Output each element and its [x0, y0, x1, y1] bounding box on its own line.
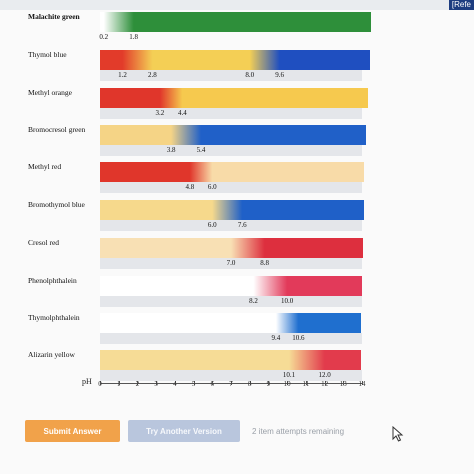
transition-value: 3.8 — [166, 146, 176, 154]
ph-tick-label: 4 — [173, 380, 177, 388]
indicator-name: Phenolphthalein — [28, 276, 77, 285]
indicator-color-bar — [100, 238, 363, 258]
ph-tick-mark — [137, 381, 139, 385]
ph-tick-mark — [118, 381, 120, 385]
ph-tick-label: 12 — [321, 380, 329, 388]
try-another-version-button[interactable]: Try Another Version — [128, 420, 240, 442]
value-band — [100, 258, 362, 269]
indicator-name: Cresol red — [28, 238, 60, 247]
transition-value: 9.4 — [271, 334, 281, 342]
indicator-name: Bromothymol blue — [28, 200, 85, 209]
indicator-color-bar — [100, 125, 366, 145]
ph-tick-mark — [193, 381, 195, 385]
top-bar: [Refe — [0, 0, 474, 10]
mouse-cursor-icon — [392, 426, 404, 442]
ph-tick-mark — [324, 381, 326, 385]
transition-value: 12.0 — [318, 371, 331, 379]
ph-axis-label: pH — [82, 377, 92, 386]
transition-value: 10.6 — [292, 334, 305, 342]
indicator-color-bar — [100, 276, 362, 296]
ph-tick-mark — [343, 381, 345, 385]
ph-tick-mark — [362, 381, 363, 385]
ph-tick-label: 5 — [191, 380, 196, 388]
ph-tick-mark — [305, 381, 307, 385]
ph-tick-label: 7 — [229, 380, 233, 388]
transition-value: 6.0 — [207, 221, 217, 229]
transition-value: 8.2 — [249, 297, 258, 305]
ph-tick-mark — [100, 381, 101, 385]
value-band — [100, 333, 362, 344]
ph-tick-label: 14 — [358, 380, 366, 388]
attempts-remaining-text: 2 item attempts remaining — [252, 427, 345, 436]
indicator-name: Thymolphthalein — [28, 313, 80, 322]
indicator-name: Methyl red — [28, 162, 62, 171]
transition-value: 4.4 — [177, 109, 187, 117]
transition-value: 0.2 — [99, 33, 109, 41]
transition-value: 9.6 — [275, 71, 285, 79]
transition-value: 10.1 — [282, 371, 296, 379]
value-band — [100, 370, 362, 381]
indicator-color-bar — [100, 200, 364, 220]
value-band — [100, 108, 362, 119]
transition-value: 2.8 — [148, 71, 157, 79]
transition-value: 7.0 — [226, 259, 236, 267]
submit-answer-button[interactable]: Submit Answer — [25, 420, 120, 442]
indicator-color-bar — [100, 12, 371, 32]
ph-tick-mark — [231, 381, 232, 385]
ph-tick-label: 8 — [247, 380, 252, 388]
indicator-name: Bromocresol green — [28, 125, 86, 134]
ph-tick-label: 3 — [154, 380, 158, 388]
indicator-color-bar — [100, 350, 361, 370]
transition-value: 5.4 — [196, 146, 206, 154]
ph-tick-mark — [212, 381, 214, 385]
ph-tick-mark — [174, 381, 176, 385]
indicator-name: Alizarin yellow — [28, 350, 75, 359]
indicator-name: Thymol blue — [28, 50, 67, 59]
transition-value: 7.6 — [237, 221, 247, 229]
transition-value: 1.8 — [129, 33, 139, 41]
transition-value: 4.8 — [185, 183, 195, 191]
ph-tick-label: 6 — [210, 380, 215, 388]
ph-tick-label: 13 — [339, 380, 347, 388]
references-link[interactable]: [Refe — [448, 0, 474, 10]
transition-value: 1.2 — [118, 71, 127, 79]
transition-value: 6.0 — [207, 183, 217, 191]
value-band — [100, 145, 362, 156]
ph-tick-mark — [287, 381, 289, 385]
indicator-color-bar — [100, 88, 368, 108]
transition-value: 8.0 — [245, 71, 255, 79]
value-band — [100, 70, 362, 81]
transition-value: 8.8 — [260, 259, 270, 267]
ph-tick-label: 11 — [302, 380, 310, 388]
indicator-color-bar — [100, 313, 361, 333]
indicator-name: Malachite green — [28, 12, 80, 21]
ph-tick-label: 0 — [98, 380, 102, 388]
ph-tick-mark — [249, 381, 251, 385]
value-band — [100, 220, 362, 231]
ph-tick-mark — [268, 381, 270, 385]
indicator-color-bar — [100, 50, 370, 70]
transition-value: 10.0 — [281, 297, 294, 305]
ph-tick-label: 9 — [266, 380, 271, 388]
indicator-color-bar — [100, 162, 364, 182]
ph-tick-label: 1 — [116, 380, 121, 388]
value-band — [100, 296, 362, 307]
ph-tick-mark — [156, 381, 158, 385]
ph-tick-label: 10 — [283, 380, 291, 388]
value-band — [100, 182, 362, 193]
indicator-name: Methyl orange — [28, 88, 72, 97]
transition-value: 3.2 — [155, 109, 165, 117]
ph-tick-label: 2 — [135, 380, 140, 388]
